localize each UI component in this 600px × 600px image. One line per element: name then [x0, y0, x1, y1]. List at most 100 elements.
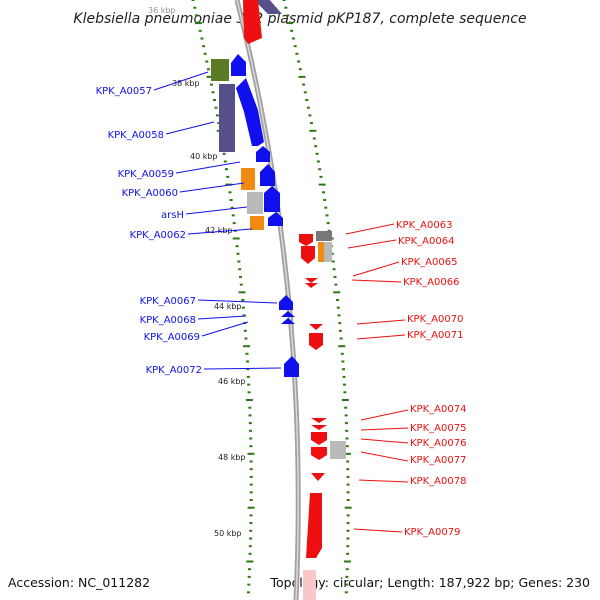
gc-skew-tick-inner	[232, 222, 236, 225]
gc-skew-tick-outer	[340, 352, 344, 355]
gc-skew-tick-inner	[249, 522, 253, 525]
gene-label-kpk-a0068: KPK_A0068	[140, 315, 196, 326]
gc-skew-tick-inner	[205, 60, 209, 63]
cog-block-darkgrey	[316, 231, 332, 241]
gene-plus-a0069	[281, 318, 295, 324]
gc-skew-tick-outer	[345, 583, 349, 586]
gc-skew-tick-outer	[330, 252, 334, 255]
gene-label-kpk-a0066: KPK_A0066	[403, 277, 459, 288]
gene-minus-a0077	[311, 447, 327, 460]
gene-label-kpk-a0064: KPK_A0064	[398, 236, 454, 247]
kbp-label: 36 kbp	[148, 6, 176, 15]
gene-label-kpk-a0077: KPK_A0077	[410, 455, 466, 466]
gc-skew-tick-outer	[323, 199, 327, 201]
kbp-label: 42 kbp	[205, 226, 233, 235]
gc-skew-tick-outer	[293, 45, 297, 48]
gc-skew-tick-inner	[206, 68, 210, 71]
gc-skew-tick-outer	[290, 29, 294, 32]
gc-skew-tick-inner	[191, 0, 195, 1]
gc-skew-tick-inner	[203, 52, 207, 55]
gene-label-kpk-a0067: KPK_A0067	[140, 296, 196, 307]
gc-skew-tick-inner	[206, 75, 214, 78]
gc-skew-tick-inner	[193, 6, 197, 9]
gc-skew-tick-inner	[248, 552, 252, 555]
gene-plus-a0059	[256, 146, 270, 162]
gene-label-kpk-a0060: KPK_A0060	[122, 188, 178, 199]
gene-label-kpk-a0071: KPK_A0071	[407, 330, 463, 341]
gc-skew-tick-inner	[248, 406, 252, 409]
gc-skew-tick-inner	[249, 468, 253, 471]
gc-skew-tick-outer	[315, 152, 319, 155]
gc-skew-tick-inner	[248, 422, 252, 425]
gc-skew-tick-inner	[249, 514, 253, 517]
gene-label-kpk-a0058: KPK_A0058	[108, 130, 164, 141]
gene-label-kpk-a0057: KPK_A0057	[96, 86, 152, 97]
gc-skew-tick-inner	[211, 91, 215, 94]
gene-label-kpk-a0069: KPK_A0069	[144, 332, 200, 343]
gc-skew-tick-outer	[346, 545, 350, 548]
gc-skew-tick-outer	[334, 283, 338, 286]
gc-skew-tick-outer	[312, 137, 316, 140]
gene-minus-a0079	[306, 493, 322, 558]
gc-skew-tick-outer	[344, 506, 352, 509]
left-gene-labels: KPK_A0057 KPK_A0058 KPK_A0059 KPK_A0060 …	[96, 86, 202, 376]
gc-skew-tick-inner	[249, 491, 253, 494]
gc-skew-tick-outer	[303, 91, 307, 94]
gene-minus-a0074	[311, 418, 327, 423]
left-leader-lines	[153, 71, 282, 370]
gene-minus-a0063	[299, 234, 313, 246]
gc-skew-tick-outer	[331, 260, 335, 263]
gc-skew-tick-outer	[306, 106, 310, 109]
gene-label-kpk-a0076: KPK_A0076	[410, 438, 466, 449]
gene-minus-a0064	[301, 246, 315, 264]
accession-text: Accession: NC_011282	[8, 575, 150, 590]
gc-skew-tick-outer	[298, 75, 306, 78]
gene-plus-arsh	[264, 186, 280, 212]
gc-skew-tick-outer	[343, 560, 351, 563]
gc-skew-tick-outer	[297, 60, 301, 63]
kbp-label: 48 kbp	[218, 453, 246, 462]
gc-skew-tick-inner	[247, 506, 255, 509]
cog-block-orange-3	[318, 242, 324, 262]
gc-skew-tick-inner	[242, 314, 246, 317]
gene-label-kpk-a0065: KPK_A0065	[401, 257, 457, 268]
gc-skew-tick-outer	[341, 360, 345, 363]
gc-skew-tick-outer	[343, 383, 346, 386]
gc-skew-tick-inner	[195, 14, 199, 17]
gc-skew-tick-inner	[248, 568, 251, 571]
cog-block-grey-3	[330, 441, 346, 459]
gc-skew-tick-inner	[245, 399, 253, 401]
gc-skew-tick-inner	[237, 260, 241, 263]
right-gene-labels: KPK_A0063 KPK_A0064 KPK_A0065 KPK_A0066 …	[396, 220, 466, 538]
gc-skew-tick-outer	[338, 329, 342, 332]
gc-skew-tick-inner	[246, 375, 250, 378]
gc-skew-tick-outer	[345, 575, 349, 578]
gc-skew-tick-outer	[308, 114, 312, 117]
gc-skew-tick-outer	[298, 68, 302, 71]
gc-skew-tick-inner	[247, 575, 251, 578]
gene-minus-top	[243, 0, 262, 44]
gene-plus-a0072	[284, 356, 299, 377]
gc-skew-tick-outer	[342, 368, 345, 371]
gc-skew-tick-outer	[345, 445, 349, 448]
gene-label-kpk-a0072: KPK_A0072	[146, 365, 202, 376]
gc-skew-tick-outer	[337, 314, 341, 317]
plus-strand-genes	[231, 0, 299, 377]
gene-minus-a0078	[311, 473, 325, 481]
gc-skew-tick-inner	[241, 306, 245, 309]
gc-skew-tick-outer	[344, 452, 351, 455]
gc-skew-tick-inner	[225, 168, 228, 171]
gc-skew-tick-outer	[338, 345, 346, 348]
gc-skew-tick-outer	[309, 129, 317, 132]
gc-skew-tick-inner	[230, 206, 234, 209]
gc-skew-tick-outer	[325, 214, 329, 217]
map-title: Klebsiella pneumoniae 342 plasmid pKP187…	[73, 11, 526, 27]
gc-skew-tick-outer	[338, 322, 342, 325]
gc-skew-tick-outer	[344, 406, 348, 409]
gc-skew-tick-inner	[215, 114, 219, 117]
gc-skew-tick-inner	[232, 237, 240, 240]
gc-skew-tick-outer	[286, 14, 290, 17]
gc-skew-tick-outer	[346, 499, 350, 501]
right-leader-lines	[345, 223, 409, 533]
